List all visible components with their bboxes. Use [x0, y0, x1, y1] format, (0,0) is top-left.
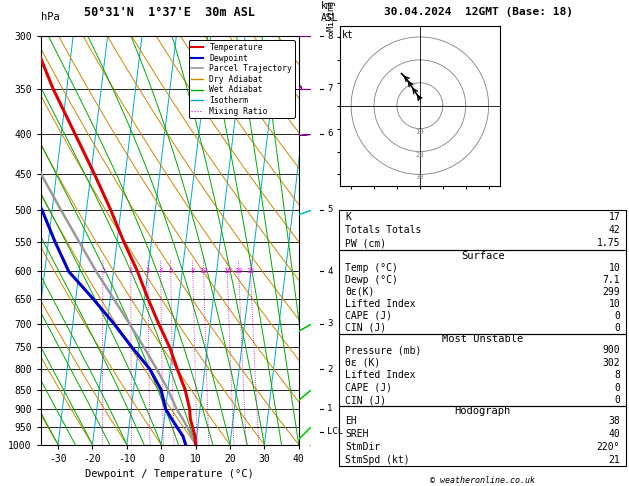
Text: Dewp (°C): Dewp (°C)	[345, 275, 398, 285]
Text: CIN (J): CIN (J)	[345, 395, 386, 405]
Text: 16: 16	[223, 268, 231, 275]
Text: 5: 5	[169, 268, 173, 275]
Text: 50°31'N  1°37'E  30m ASL: 50°31'N 1°37'E 30m ASL	[84, 6, 255, 18]
Text: 0: 0	[615, 382, 620, 393]
Text: 38: 38	[608, 416, 620, 426]
Text: 8: 8	[191, 268, 195, 275]
Text: StmSpd (kt): StmSpd (kt)	[345, 455, 410, 465]
Text: Hodograph: Hodograph	[455, 406, 511, 416]
Text: 7: 7	[327, 84, 333, 93]
Text: hPa: hPa	[41, 12, 60, 22]
Text: 3: 3	[327, 319, 333, 328]
Text: 5: 5	[327, 205, 333, 214]
Text: 2: 2	[129, 268, 133, 275]
Text: 8: 8	[327, 32, 333, 41]
Text: StmDir: StmDir	[345, 442, 381, 452]
Text: 25: 25	[247, 268, 255, 275]
Text: CIN (J): CIN (J)	[345, 323, 386, 333]
Text: 42: 42	[608, 225, 620, 235]
Text: LCL: LCL	[327, 427, 343, 436]
Text: Surface: Surface	[461, 251, 504, 261]
Text: K: K	[345, 212, 351, 222]
Text: 3: 3	[146, 268, 150, 275]
Text: 1: 1	[101, 268, 105, 275]
Text: km
ASL: km ASL	[321, 1, 338, 23]
Text: 0: 0	[615, 395, 620, 405]
Text: 21: 21	[608, 455, 620, 465]
Text: 302: 302	[603, 358, 620, 368]
Text: 40: 40	[608, 429, 620, 439]
Text: 1.75: 1.75	[597, 239, 620, 248]
Text: 10: 10	[608, 263, 620, 273]
Text: EH: EH	[345, 416, 357, 426]
Text: 20: 20	[235, 268, 243, 275]
Text: Temp (°C): Temp (°C)	[345, 263, 398, 273]
Text: 17: 17	[608, 212, 620, 222]
Text: 10: 10	[608, 299, 620, 309]
Text: 2: 2	[327, 364, 333, 374]
Text: Lifted Index: Lifted Index	[345, 299, 416, 309]
Text: CAPE (J): CAPE (J)	[345, 382, 392, 393]
Text: Lifted Index: Lifted Index	[345, 370, 416, 380]
Text: Most Unstable: Most Unstable	[442, 334, 523, 344]
Text: kt: kt	[342, 30, 353, 40]
Text: θε (K): θε (K)	[345, 358, 381, 368]
Text: 6: 6	[327, 129, 333, 139]
Text: Pressure (mb): Pressure (mb)	[345, 345, 421, 355]
Text: Totals Totals: Totals Totals	[345, 225, 421, 235]
Text: 30: 30	[416, 174, 424, 180]
Text: θε(K): θε(K)	[345, 287, 375, 297]
Text: 30.04.2024  12GMT (Base: 18): 30.04.2024 12GMT (Base: 18)	[384, 7, 572, 17]
Text: 1: 1	[327, 404, 333, 414]
Text: 8: 8	[615, 370, 620, 380]
Text: SREH: SREH	[345, 429, 369, 439]
Text: 7.1: 7.1	[603, 275, 620, 285]
Text: 0: 0	[615, 311, 620, 321]
Text: 10: 10	[199, 268, 208, 275]
Text: © weatheronline.co.uk: © weatheronline.co.uk	[430, 476, 535, 485]
Legend: Temperature, Dewpoint, Parcel Trajectory, Dry Adiabat, Wet Adiabat, Isotherm, Mi: Temperature, Dewpoint, Parcel Trajectory…	[189, 40, 295, 118]
Text: 299: 299	[603, 287, 620, 297]
Text: 900: 900	[603, 345, 620, 355]
Text: 10: 10	[416, 129, 424, 135]
Text: 4: 4	[159, 268, 163, 275]
Text: 220°: 220°	[597, 442, 620, 452]
Text: 0: 0	[615, 323, 620, 333]
Text: 20: 20	[416, 152, 424, 157]
Text: 4: 4	[327, 267, 333, 276]
Text: Mixing Ratio (g/kg): Mixing Ratio (g/kg)	[327, 0, 336, 31]
Text: CAPE (J): CAPE (J)	[345, 311, 392, 321]
Text: PW (cm): PW (cm)	[345, 239, 386, 248]
X-axis label: Dewpoint / Temperature (°C): Dewpoint / Temperature (°C)	[86, 469, 254, 479]
